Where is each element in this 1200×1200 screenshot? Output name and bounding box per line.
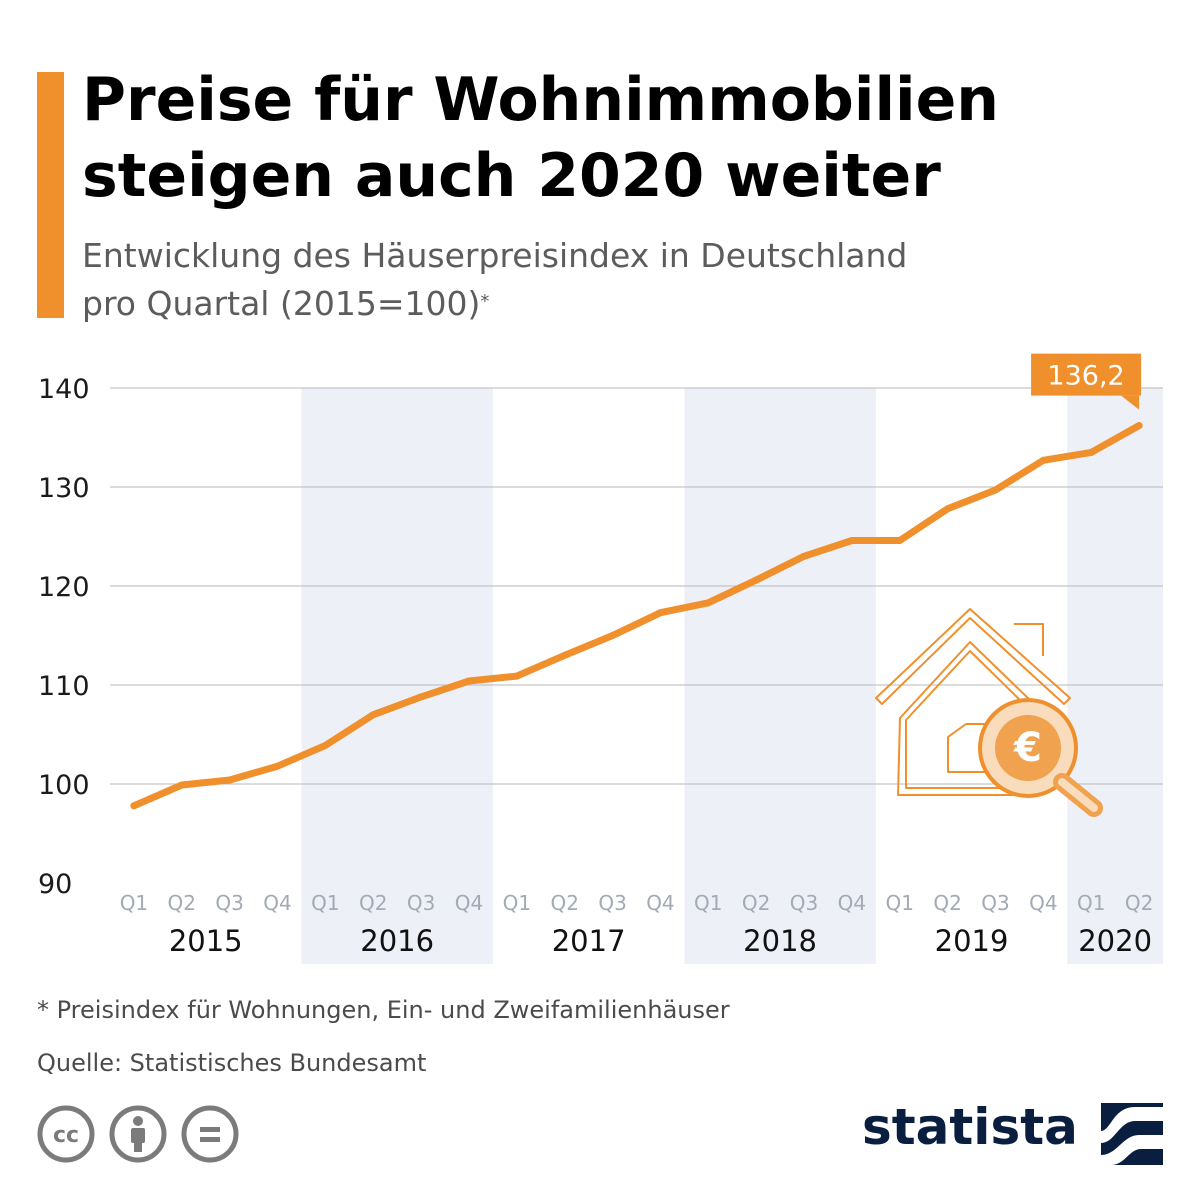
data-point-12: [656, 609, 664, 617]
data-point-3: [226, 776, 234, 784]
x-tick-label-9: Q1: [503, 891, 531, 915]
x-tick-label-7: Q3: [407, 891, 435, 915]
callout-value-label: 136,2: [1047, 361, 1124, 392]
data-point-11: [609, 632, 617, 639]
x-tick-label-8: Q4: [455, 891, 483, 915]
y-tick-label-100: 100: [38, 770, 90, 801]
year-band-2018: [684, 388, 876, 964]
footnote-text: * Preisindex für Wohnungen, Ein- und Zwe…: [37, 996, 730, 1024]
x-tick-label-10: Q2: [550, 891, 578, 915]
price-index-line: [130, 422, 1143, 810]
year-band-2020: [1067, 388, 1163, 964]
data-point-7: [417, 693, 425, 701]
subtitle-line-1: Entwicklung des Häuserpreisindex in Deut…: [82, 236, 908, 275]
y-tick-label-140: 140: [38, 374, 90, 405]
data-point-10: [561, 651, 569, 659]
y-tick-label-130: 130: [38, 473, 90, 504]
x-tick-label-11: Q3: [598, 891, 626, 915]
year-label-2020: 2020: [1078, 924, 1152, 958]
y-tick-label-110: 110: [38, 671, 90, 702]
data-point-6: [369, 711, 377, 719]
attribution-person-icon[interactable]: [109, 1105, 167, 1163]
x-tick-label-22: Q2: [1125, 891, 1153, 915]
data-point-4: [274, 762, 282, 770]
data-point-8: [465, 677, 473, 685]
y-tick-label-90: 90: [38, 869, 72, 900]
data-point-1: [130, 802, 138, 810]
year-label-2017: 2017: [552, 924, 626, 958]
year-label-2016: 2016: [360, 924, 434, 958]
x-tick-label-19: Q3: [981, 891, 1009, 915]
x-tick-label-5: Q1: [311, 891, 339, 915]
x-tick-label-21: Q1: [1077, 891, 1105, 915]
callout-box: [1031, 353, 1142, 396]
data-point-19: [991, 486, 999, 494]
x-tick-label-18: Q2: [933, 891, 961, 915]
data-points: [130, 422, 1143, 810]
data-point-13: [704, 599, 712, 607]
y-axis-labels: 90 100 110 120 130 140: [38, 374, 90, 900]
subtitle-line-2-text: pro Quartal (2015=100): [82, 284, 481, 323]
x-tick-label-3: Q3: [215, 891, 243, 915]
svg-text:€: €: [1013, 725, 1042, 771]
x-tick-label-12: Q4: [646, 891, 674, 915]
price-index-line-chart: 90 100 110 120 130 140 € Q1 Q2 Q3 Q4 Q1 Q2 Q3 Q4 Q1 Q2…: [38, 353, 1163, 964]
title-accent-bar: [37, 72, 64, 318]
data-point-20: [1039, 456, 1047, 464]
x-tick-label-14: Q2: [742, 891, 770, 915]
data-point-21: [1087, 448, 1095, 456]
x-tick-label-15: Q3: [790, 891, 818, 915]
subtitle-footnote-mark: *: [480, 291, 490, 312]
x-tick-label-6: Q2: [359, 891, 387, 915]
brand-wordmark[interactable]: statista: [862, 1098, 1078, 1156]
svg-text:cc: cc: [53, 1123, 79, 1148]
data-point-18: [944, 505, 952, 513]
callout-pointer: [1121, 395, 1140, 410]
gridlines: [110, 387, 1163, 785]
data-point-9: [513, 672, 521, 680]
x-tick-label-17: Q1: [886, 891, 914, 915]
source-text: Quelle: Statistisches Bundesamt: [37, 1049, 427, 1077]
last-value-callout: 136,2: [1031, 353, 1142, 410]
data-point-2: [178, 781, 186, 789]
chart-subtitle: Entwicklung des Häuserpreisindex in Deut…: [82, 232, 1162, 328]
x-axis-year-labels: 2015 2016 2017 2018 2019 2020: [169, 924, 1152, 958]
year-band-2016: [301, 388, 493, 964]
x-tick-label-13: Q1: [694, 891, 722, 915]
page-title: Preise für Wohnimmobilien steigen auch 2…: [82, 65, 999, 211]
x-tick-label-2: Q2: [168, 891, 196, 915]
data-point-15: [800, 552, 808, 560]
x-tick-label-1: Q1: [120, 891, 148, 915]
data-point-16: [848, 536, 856, 544]
data-point-17: [896, 536, 904, 544]
statista-logo-icon[interactable]: [1101, 1103, 1163, 1165]
year-label-2015: 2015: [169, 924, 243, 958]
year-bands: [301, 388, 1163, 964]
data-point-22: [1135, 422, 1143, 430]
data-point-5: [321, 741, 329, 749]
subtitle-line-2: pro Quartal (2015=100)*: [82, 280, 1162, 328]
data-point-14: [752, 576, 760, 584]
x-axis-quarter-labels: Q1 Q2 Q3 Q4 Q1 Q2 Q3 Q4 Q1 Q2 Q3 Q4 Q1 Q2 Q3 Q4 Q1 Q2 Q3 Q4…: [120, 891, 1154, 915]
creative-commons-icon[interactable]: cc: [37, 1105, 95, 1163]
y-tick-label-120: 120: [38, 572, 90, 603]
x-tick-label-4: Q4: [263, 891, 291, 915]
house-euro-icon: €: [875, 608, 1103, 817]
x-tick-label-20: Q4: [1029, 891, 1057, 915]
year-label-2018: 2018: [743, 924, 817, 958]
year-label-2019: 2019: [935, 924, 1009, 958]
no-derivatives-icon[interactable]: [181, 1105, 239, 1163]
footnotes: * Preisindex für Wohnungen, Ein- und Zwe…: [37, 990, 730, 1096]
x-tick-label-16: Q4: [838, 891, 866, 915]
